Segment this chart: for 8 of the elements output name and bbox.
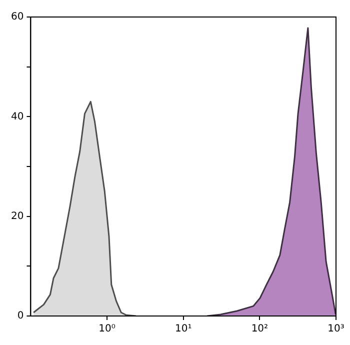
y-tick-label: 60	[10, 12, 24, 23]
x-tick-label: 10¹	[174, 324, 192, 335]
y-tick-label: 20	[10, 210, 24, 222]
x-tick-label: 10⁰	[98, 324, 116, 335]
x-tick-label: 10²	[251, 324, 268, 335]
y-tick-label: 0	[17, 310, 24, 322]
y-tick-label: 40	[10, 111, 24, 122]
x-tick-label: 10³	[328, 324, 344, 335]
